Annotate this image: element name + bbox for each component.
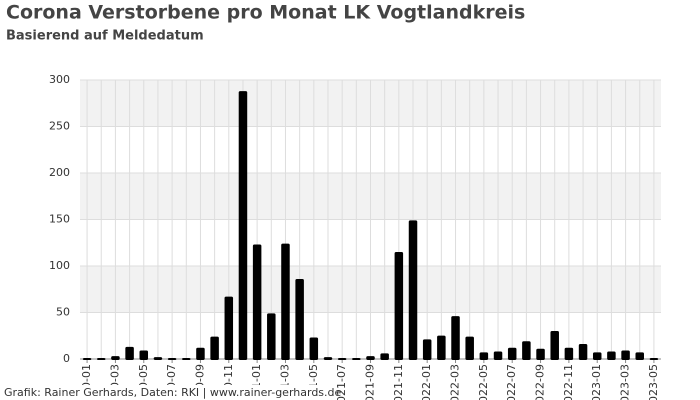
bar	[550, 331, 559, 360]
footer-bg	[0, 385, 330, 400]
bar	[82, 358, 92, 360]
x-tick-label: 2022-07	[505, 364, 518, 400]
bar	[607, 351, 616, 360]
bar	[592, 352, 602, 360]
x-tick-label: 2022-01	[420, 364, 433, 400]
bar	[267, 313, 276, 360]
y-tick-label: 100	[49, 259, 70, 272]
x-tick-label: 2022-03	[449, 364, 462, 400]
y-tick-label: 250	[49, 120, 70, 133]
bar	[210, 336, 219, 360]
bar	[479, 352, 489, 360]
bar	[167, 358, 177, 360]
bar	[408, 220, 418, 360]
bar	[97, 358, 106, 360]
bar	[153, 357, 163, 360]
x-tick-label: 2023-03	[619, 364, 632, 400]
bar	[507, 347, 517, 360]
chart-subtitle: Basierend auf Meldedatum	[6, 29, 204, 44]
bar	[224, 296, 234, 360]
bar	[238, 91, 248, 360]
bar	[295, 278, 304, 360]
bar	[635, 352, 644, 360]
bar	[422, 339, 432, 360]
x-tick-label: 2021-11	[392, 364, 405, 400]
bar	[536, 348, 545, 360]
bar	[437, 335, 446, 360]
chart-title: Corona Verstorbene pro Monat LK Vogtland…	[6, 2, 525, 24]
bar	[578, 344, 588, 360]
x-tick-label: 2021-09	[364, 364, 377, 400]
bar	[252, 244, 262, 360]
bar	[182, 358, 191, 360]
bar	[564, 347, 574, 360]
bar	[380, 353, 389, 360]
x-tick-label: 2022-11	[562, 364, 575, 400]
bar	[196, 347, 205, 360]
bar	[337, 358, 347, 360]
bar	[493, 351, 503, 360]
bar	[451, 316, 460, 360]
x-tick-label: 2022-05	[477, 364, 490, 400]
x-tick-label: 2023-01	[590, 364, 603, 400]
y-tick-label: 150	[49, 213, 70, 226]
x-tick-label: 2021-07	[335, 364, 348, 400]
bar	[139, 350, 149, 360]
bar	[309, 337, 319, 360]
y-tick-label: 300	[49, 73, 70, 86]
x-tick-label: 2023-05	[647, 364, 660, 400]
y-tick-label: 50	[56, 306, 70, 319]
bar	[522, 341, 531, 360]
bar	[125, 346, 134, 360]
bar	[394, 251, 404, 360]
x-tick-label: 2022-09	[534, 364, 547, 400]
bar	[111, 356, 120, 360]
y-tick-label: 0	[63, 352, 70, 365]
y-tick-label: 200	[49, 166, 70, 179]
bar	[366, 356, 375, 360]
bar	[352, 358, 361, 360]
bar	[281, 243, 290, 360]
bar	[323, 357, 333, 360]
footer: Grafik: Rainer Gerhards, Daten: RKI | ww…	[4, 386, 342, 399]
bar	[649, 358, 659, 360]
bar	[621, 350, 630, 360]
bar	[465, 336, 474, 360]
